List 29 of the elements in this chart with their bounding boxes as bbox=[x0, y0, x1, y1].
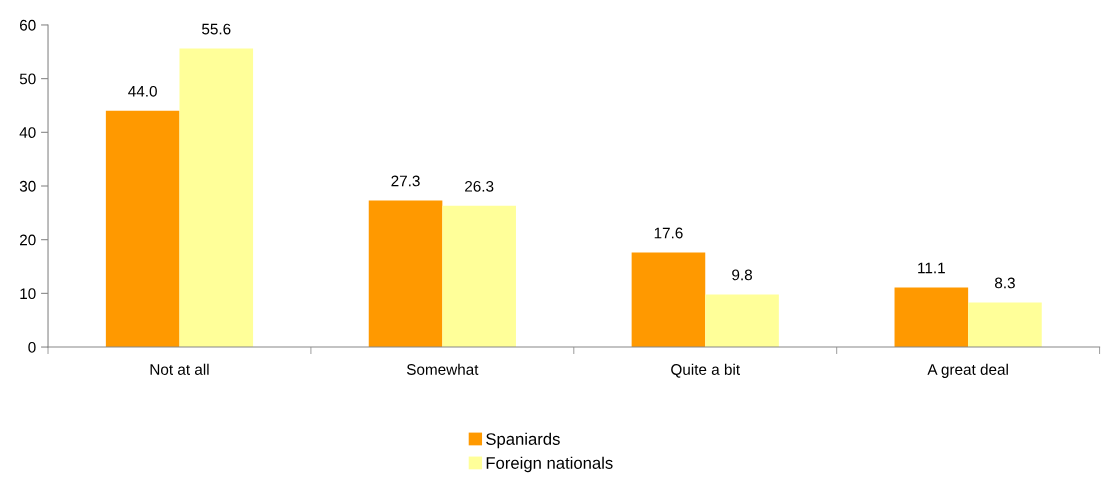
x-tick-label: Quite a bit bbox=[671, 363, 740, 378]
y-tick-label: 50 bbox=[19, 73, 36, 85]
bar bbox=[105, 110, 180, 348]
x-tick-label: Not at all bbox=[150, 363, 209, 375]
data-label: 8.3 bbox=[994, 277, 1015, 289]
bar bbox=[705, 294, 779, 348]
bar bbox=[442, 205, 516, 348]
y-tick-label: 30 bbox=[19, 180, 36, 192]
bar bbox=[631, 252, 706, 348]
data-label: 27.3 bbox=[391, 175, 420, 187]
y-tick-label: 0 bbox=[28, 341, 36, 353]
data-label: 17.6 bbox=[654, 227, 683, 239]
y-tick-label: 20 bbox=[20, 234, 36, 246]
y-tick-label: 60 bbox=[20, 19, 36, 31]
y-tick-label: 10 bbox=[20, 288, 36, 300]
legend-label: Spaniards bbox=[486, 432, 560, 449]
data-label: 9.8 bbox=[732, 269, 753, 281]
data-label: 11.1 bbox=[918, 262, 945, 274]
data-label: 55.6 bbox=[202, 23, 231, 35]
x-tick-label: A great deal bbox=[927, 363, 1008, 378]
bar bbox=[179, 48, 254, 348]
data-label: 26.3 bbox=[465, 180, 494, 192]
legend-label: Foreign nationals bbox=[486, 456, 613, 473]
data-label: 44.0 bbox=[128, 85, 157, 97]
bar bbox=[368, 200, 443, 348]
x-tick-label: Somewhat bbox=[406, 363, 479, 375]
bar bbox=[968, 302, 1042, 348]
y-tick-label: 40 bbox=[19, 127, 36, 139]
bar bbox=[894, 287, 969, 348]
